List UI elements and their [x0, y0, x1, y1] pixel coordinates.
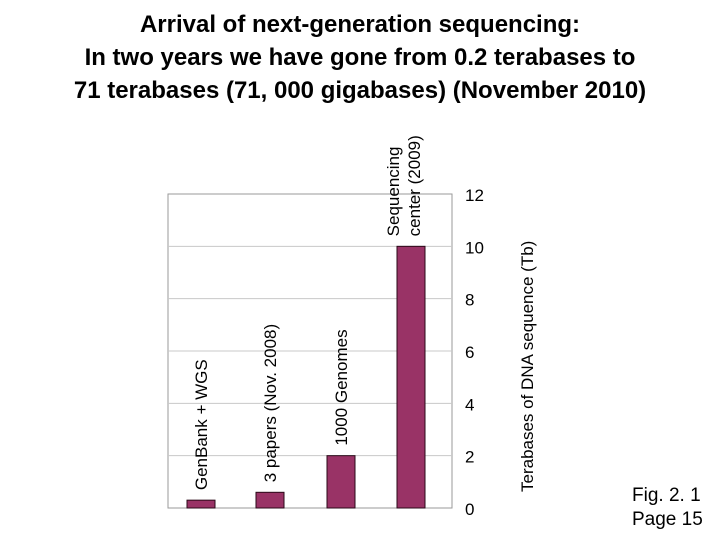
y-tick-label: 0 — [465, 500, 474, 519]
y-tick-label: 2 — [465, 448, 474, 467]
category-label-line: center (2009) — [405, 135, 424, 236]
y-tick-label: 10 — [465, 238, 484, 257]
figure-number: Fig. 2. 1 — [632, 485, 701, 506]
title-line-2: In two years we have gone from 0.2 terab… — [84, 44, 636, 71]
category-label: 1000 Genomes — [332, 329, 351, 445]
title-line-3: 71 terabases (71, 000 gigabases) (Novemb… — [73, 77, 647, 104]
bar — [186, 499, 216, 509]
y-tick-label: 8 — [465, 291, 474, 310]
category-label: Sequencing center (2009) — [384, 135, 424, 236]
category-label-line: Sequencing — [384, 147, 403, 237]
slide-title: Arrival of next-generation sequencing: I… — [0, 8, 720, 107]
bar — [396, 245, 426, 509]
y-axis-title: Terabases of DNA sequence (Tb) — [518, 241, 537, 492]
figure-caption: Fig. 2. 1 Page 15 — [632, 484, 703, 532]
title-line-1: Arrival of next-generation sequencing: — [139, 11, 581, 38]
y-tick-label: 12 — [465, 186, 484, 205]
bar — [326, 455, 356, 509]
category-label: GenBank + WGS — [192, 359, 211, 490]
y-tick-label: 4 — [465, 395, 474, 414]
page-number: Page 15 — [632, 509, 703, 530]
bar — [255, 491, 285, 509]
y-tick-label: 6 — [465, 343, 474, 362]
category-label: 3 papers (Nov. 2008) — [261, 324, 280, 482]
